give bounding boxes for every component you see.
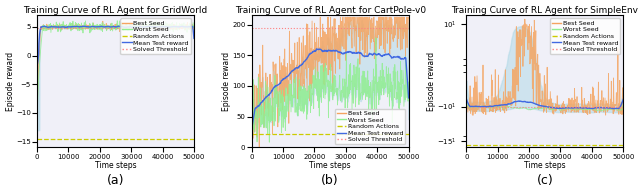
- Legend: Best Seed, Worst Seed, Random Actions, Mean Test reward, Solved Threshold: Best Seed, Worst Seed, Random Actions, M…: [335, 109, 406, 144]
- Text: (b): (b): [321, 174, 339, 187]
- Title: Training Curve of RL Agent for CartPole-v0: Training Curve of RL Agent for CartPole-…: [235, 5, 426, 15]
- Y-axis label: Episode reward: Episode reward: [6, 52, 15, 111]
- Y-axis label: Episode reward: Episode reward: [427, 52, 436, 111]
- Text: (c): (c): [536, 174, 553, 187]
- Y-axis label: Episode reward: Episode reward: [221, 52, 230, 111]
- Legend: Best Seed, Worst Seed, Random Actions, Mean Test reward, Solved Threshold: Best Seed, Worst Seed, Random Actions, M…: [120, 19, 191, 54]
- Text: (a): (a): [107, 174, 124, 187]
- Legend: Best Seed, Worst Seed, Random Actions, Mean Test reward, Solved Threshold: Best Seed, Worst Seed, Random Actions, M…: [550, 19, 620, 54]
- Title: Training Curve of RL Agent for GridWorld: Training Curve of RL Agent for GridWorld: [24, 5, 207, 15]
- X-axis label: Time steps: Time steps: [524, 161, 566, 170]
- X-axis label: Time steps: Time steps: [309, 161, 351, 170]
- X-axis label: Time steps: Time steps: [95, 161, 136, 170]
- Title: Training Curve of RL Agent for SimpleEnv: Training Curve of RL Agent for SimpleEnv: [451, 5, 638, 15]
